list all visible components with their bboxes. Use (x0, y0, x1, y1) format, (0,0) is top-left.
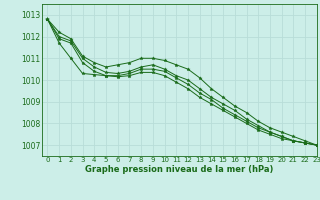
X-axis label: Graphe pression niveau de la mer (hPa): Graphe pression niveau de la mer (hPa) (85, 165, 273, 174)
